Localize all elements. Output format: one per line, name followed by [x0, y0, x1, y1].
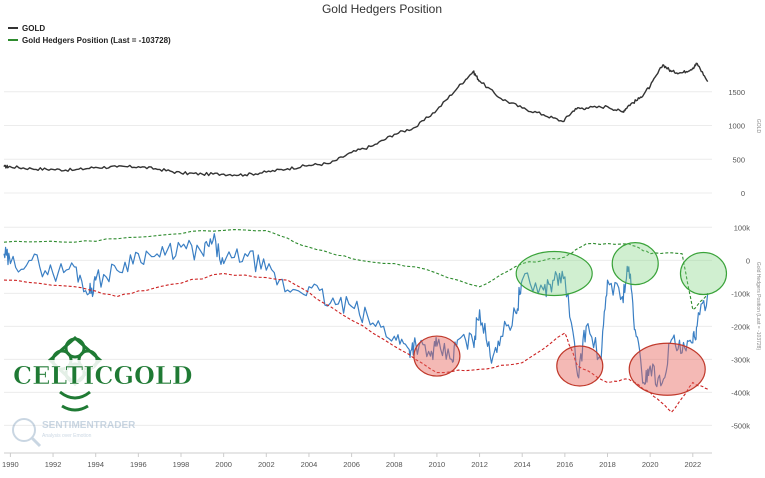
x-tick-label: 2022: [684, 460, 701, 469]
x-tick-label: 1994: [87, 460, 104, 469]
annotation-layer: [413, 242, 728, 396]
x-tick-label: 2008: [386, 460, 403, 469]
upper-tick-label: 500: [732, 155, 745, 164]
x-axis-ticks: 1990 1992 1994 1996 1998 2000 2002 2004 2006 2008…: [2, 453, 701, 469]
x-tick-label: 2020: [642, 460, 659, 469]
sentimentrader-logo-icon: [12, 418, 36, 442]
upper-axis-ticks: 0 500 1000 1500: [728, 88, 745, 198]
x-tick-label: 1992: [45, 460, 62, 469]
lower-tick-label: -100k: [731, 289, 750, 298]
celticgold-logo-backdrop: [10, 360, 186, 390]
lower-tick-label: 0: [746, 256, 750, 265]
red-highlight-ellipse: [413, 335, 461, 377]
lower-tick-label: -500k: [731, 421, 750, 430]
lower-tick-label: -300k: [731, 355, 750, 364]
red-highlight-ellipse: [556, 345, 604, 387]
series-line-gold: [3, 62, 709, 177]
lower-axis-caption: Gold Hedgers Position (Last = -103728): [755, 262, 761, 351]
lower-tick-label: -200k: [731, 322, 750, 331]
legend-label-gold[interactable]: GOLD: [22, 24, 45, 33]
red-highlight-ellipse: [628, 342, 706, 396]
upper-tick-label: 1000: [728, 122, 745, 131]
green-highlight-ellipse: [515, 250, 593, 297]
chart-title: Gold Hedgers Position: [322, 2, 442, 16]
green-highlight-ellipse: [611, 242, 659, 286]
x-tick-label: 2004: [301, 460, 318, 469]
celticgold-logo-text: CELTICGOLD: [13, 361, 193, 390]
lower-grid: [4, 226, 712, 426]
magnifier-handle-icon: [30, 436, 42, 448]
x-tick-label: 2000: [215, 460, 232, 469]
chart-legend[interactable]: GOLD Gold Hedgers Position (Last = -1037…: [8, 24, 171, 45]
series-line-upper-band: [3, 229, 709, 311]
sentimentrader-tagline: Analysis over Emotion: [42, 433, 92, 439]
legend-label-hedgers[interactable]: Gold Hedgers Position (Last = -103728): [22, 36, 171, 45]
x-tick-label: 2010: [429, 460, 446, 469]
x-tick-label: 2006: [343, 460, 360, 469]
x-tick-label: 2002: [258, 460, 275, 469]
sentimentrader-logo-text: SENTIMENTRADER: [42, 420, 136, 431]
x-tick-label: 1990: [2, 460, 19, 469]
green-highlight-ellipse: [679, 251, 728, 296]
lower-axis-ticks: 100k 0 -100k -200k -300k -400k -500k: [731, 223, 750, 430]
x-tick-label: 2018: [599, 460, 616, 469]
celticgold-logo: CELTICGOLD: [10, 336, 193, 412]
lower-tick-label: -400k: [731, 388, 750, 397]
series-line-gold-hedgers-position-last-103728: [3, 233, 709, 388]
lower-tick-label: 100k: [734, 223, 751, 232]
x-tick-label: 1996: [130, 460, 147, 469]
upper-axis-caption: GOLD: [755, 119, 761, 134]
x-tick-label: 2016: [557, 460, 574, 469]
x-tick-label: 1998: [173, 460, 190, 469]
sentimentrader-logo: SENTIMENTRADER Analysis over Emotion: [12, 418, 136, 448]
upper-grid: [4, 91, 712, 194]
x-tick-label: 2012: [471, 460, 488, 469]
x-tick-label: 2014: [514, 460, 531, 469]
upper-tick-label: 0: [741, 189, 745, 198]
upper-tick-label: 1500: [728, 88, 745, 97]
